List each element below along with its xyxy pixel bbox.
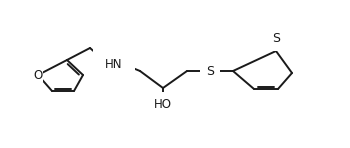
Text: HO: HO xyxy=(154,98,172,111)
Text: S: S xyxy=(272,32,280,45)
Text: S: S xyxy=(206,65,214,78)
Text: HN: HN xyxy=(105,58,123,70)
Text: O: O xyxy=(33,69,43,82)
